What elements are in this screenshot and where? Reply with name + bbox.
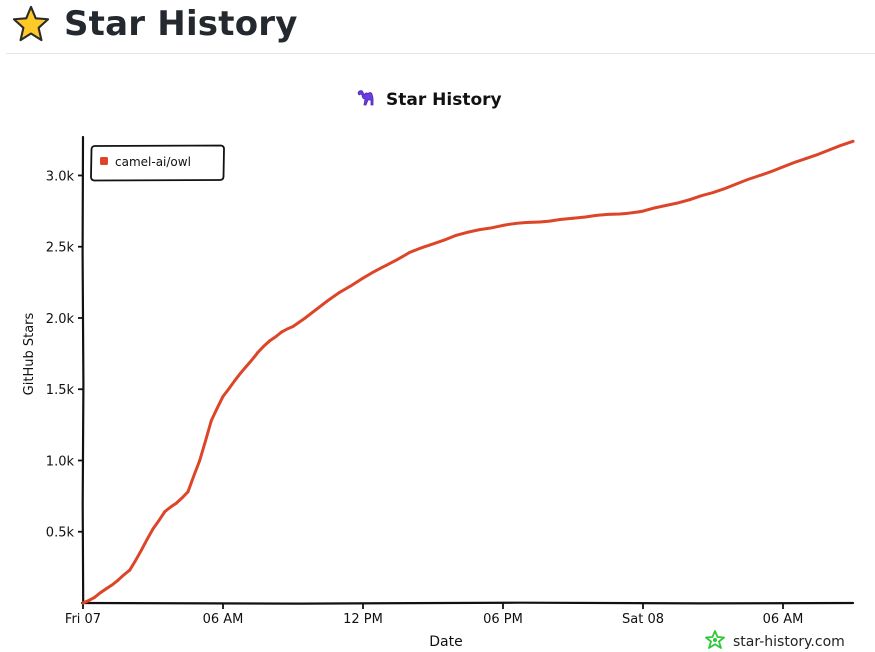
x-tick-label: 06 PM bbox=[483, 612, 523, 627]
data-point bbox=[338, 290, 342, 294]
chart-title-group: Star History bbox=[357, 90, 502, 110]
y-tick-label: 2.5k bbox=[46, 241, 75, 256]
y-tick-label: 1.0k bbox=[46, 454, 75, 469]
data-point bbox=[804, 157, 808, 160]
data-point bbox=[664, 204, 668, 207]
legend-box bbox=[90, 144, 225, 182]
y-tick-label: 1.5k bbox=[46, 383, 75, 398]
data-point bbox=[618, 212, 622, 216]
y-tick-label: 2.0k bbox=[46, 312, 75, 327]
data-point bbox=[384, 263, 388, 267]
star-history-chart: Star History 0.5k 1.0k 1.5k 2.0k 2.5k 3.0k Fr… bbox=[0, 54, 875, 652]
data-point bbox=[314, 308, 318, 311]
data-point bbox=[431, 242, 435, 246]
data-point bbox=[571, 216, 575, 220]
data-point bbox=[209, 419, 213, 422]
data-point bbox=[256, 350, 260, 354]
data-point bbox=[524, 221, 528, 224]
y-axis-line bbox=[81, 135, 85, 605]
data-point bbox=[851, 139, 855, 143]
data-point bbox=[454, 233, 458, 237]
data-point bbox=[781, 165, 785, 169]
data-point bbox=[361, 276, 365, 280]
chart-title: Star History bbox=[386, 90, 502, 110]
legend-label: camel-ai/owl bbox=[115, 155, 191, 169]
x-axis-label: Date bbox=[429, 634, 462, 650]
data-point bbox=[268, 339, 272, 343]
series-layer bbox=[81, 139, 855, 605]
data-point bbox=[641, 209, 645, 213]
data-point bbox=[139, 548, 143, 552]
star-icon bbox=[12, 5, 50, 42]
data-point bbox=[104, 587, 108, 591]
y-axis-label: GitHub Stars bbox=[22, 312, 37, 395]
data-point bbox=[186, 490, 190, 494]
data-point bbox=[291, 325, 295, 328]
x-axis-line bbox=[80, 601, 855, 605]
data-point bbox=[116, 578, 120, 582]
data-point bbox=[174, 501, 178, 505]
data-point bbox=[548, 219, 552, 223]
x-tick-label: 06 AM bbox=[763, 612, 804, 627]
data-point bbox=[828, 148, 832, 152]
x-tick-label: Sat 08 bbox=[622, 612, 664, 627]
data-point bbox=[478, 228, 482, 232]
data-point bbox=[758, 174, 762, 177]
data-point bbox=[711, 191, 715, 195]
data-point bbox=[93, 595, 97, 599]
data-point bbox=[128, 568, 132, 572]
data-point bbox=[151, 527, 155, 531]
series-line-0 bbox=[81, 139, 855, 605]
star-history-logo-icon bbox=[705, 630, 725, 649]
y-tick-label: 0.5k bbox=[46, 526, 75, 541]
y-axis-ticks: 0.5k 1.0k 1.5k 2.0k 2.5k 3.0k bbox=[46, 169, 83, 541]
page-title: Star History bbox=[64, 4, 298, 44]
data-point bbox=[233, 379, 237, 383]
data-point bbox=[221, 395, 225, 398]
data-point bbox=[81, 601, 85, 605]
x-axis-ticks: Fri 07 06 AM 12 PM 06 PM Sat 08 06 AM bbox=[65, 603, 803, 627]
data-point bbox=[198, 459, 202, 462]
data-point bbox=[501, 224, 505, 227]
x-tick-label: Fri 07 bbox=[65, 612, 101, 627]
data-point bbox=[594, 214, 598, 217]
data-point bbox=[408, 251, 412, 254]
data-point bbox=[163, 510, 167, 514]
header-divider bbox=[6, 53, 875, 54]
x-tick-label: 12 PM bbox=[343, 612, 383, 627]
page-header: Star History bbox=[0, 0, 875, 54]
camel-icon bbox=[357, 90, 374, 106]
watermark-text: star-history.com bbox=[733, 634, 845, 650]
data-point bbox=[244, 365, 248, 368]
chart-svg: Star History 0.5k 1.0k 1.5k 2.0k 2.5k 3.0k Fr… bbox=[22, 90, 855, 650]
legend: camel-ai/owl bbox=[90, 144, 225, 182]
y-tick-label: 3.0k bbox=[46, 169, 75, 184]
watermark: star-history.com bbox=[705, 630, 845, 650]
data-point bbox=[734, 182, 738, 186]
data-point bbox=[688, 198, 692, 202]
data-point bbox=[279, 330, 283, 334]
x-tick-label: 06 AM bbox=[203, 612, 244, 627]
legend-swatch bbox=[100, 157, 108, 165]
